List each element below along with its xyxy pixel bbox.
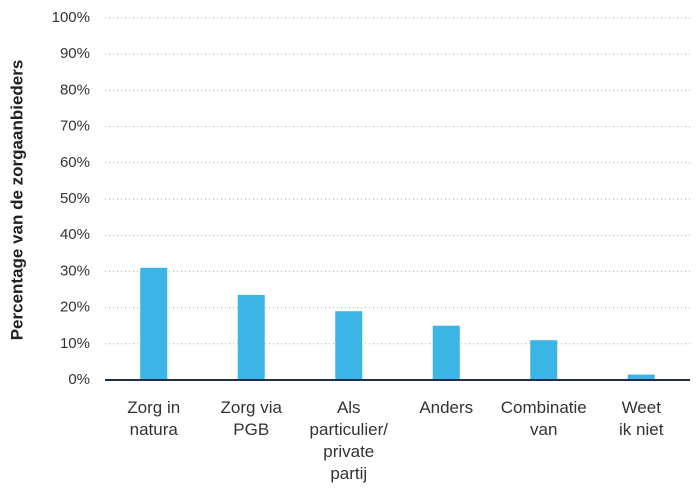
x-tick-label: Zorg in natura — [127, 398, 181, 439]
x-tick-label: Weet ik niet — [619, 398, 664, 439]
y-tick-label: 50% — [60, 190, 90, 207]
x-tick-label: Als particulier/ private partij — [309, 398, 388, 483]
y-tick-label: 10% — [60, 335, 90, 352]
y-tick-label: 70% — [60, 118, 90, 135]
y-tick-label: 60% — [60, 154, 90, 171]
bar — [237, 294, 265, 380]
x-tick-label: Combinatie van — [500, 398, 587, 439]
y-tick-label: 100% — [52, 9, 90, 26]
bar — [530, 340, 558, 380]
bar — [627, 374, 655, 380]
x-tick-label: Zorg via PGB — [220, 398, 282, 439]
bar — [335, 311, 363, 380]
y-tick-label: 30% — [60, 262, 90, 279]
x-tick-label: Anders — [419, 398, 474, 417]
y-tick-label: 80% — [60, 81, 90, 98]
y-tick-label: 40% — [60, 226, 90, 243]
y-tick-label: 90% — [60, 45, 90, 62]
y-axis-label: Percentage van de zorgaanbieders — [7, 60, 26, 341]
bar — [140, 267, 168, 380]
bar — [432, 325, 460, 380]
y-tick-label: 20% — [60, 299, 90, 316]
y-tick-label: 0% — [68, 371, 90, 388]
